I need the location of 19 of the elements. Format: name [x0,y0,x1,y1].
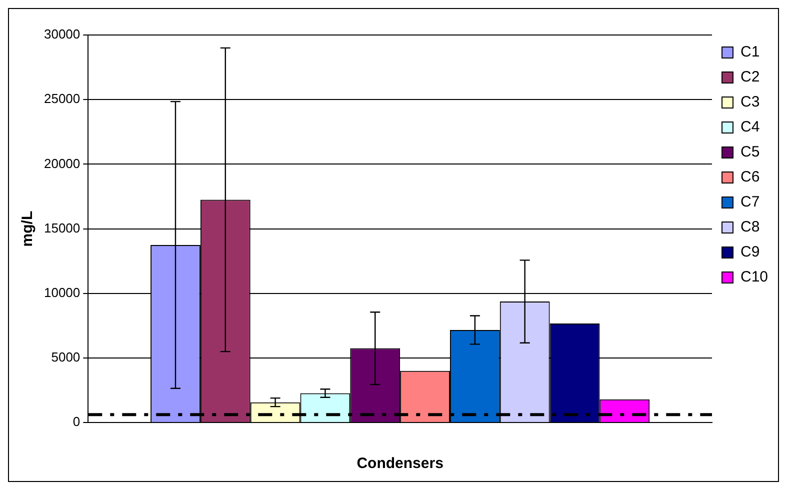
legend-label: C5 [740,144,760,161]
legend-label: C9 [740,244,760,261]
legend-label: C10 [740,268,768,286]
x-axis-title: Condensers [356,455,444,472]
legend-label: C1 [740,44,760,61]
y-tick-label: 10000 [44,284,80,300]
legend-label: C2 [740,68,760,86]
y-tick-label: 30000 [44,26,80,42]
legend-label: C8 [740,218,760,236]
legend-label: C3 [740,94,760,111]
legend-label: C4 [740,118,760,136]
y-tick-label: 0 [72,414,80,430]
legend-label: C6 [740,168,760,186]
legend-label: C7 [740,194,760,211]
y-tick-label: 25000 [44,91,80,106]
y-tick-label: 15000 [44,220,80,236]
y-tick-label: 5000 [51,350,80,365]
y-tick-label: 20000 [44,156,80,171]
y-axis-title: mg/L [19,210,36,247]
